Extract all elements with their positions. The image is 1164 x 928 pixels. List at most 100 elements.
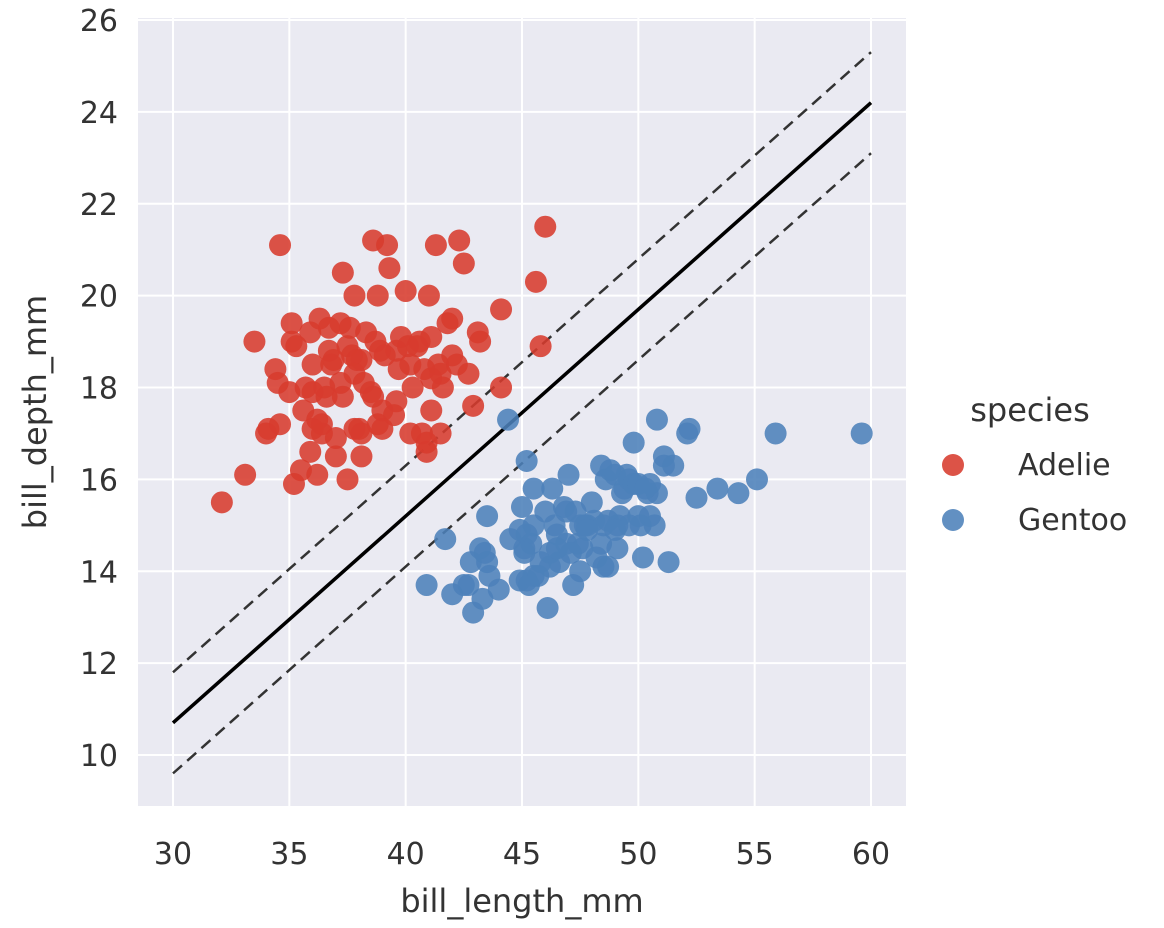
data-point-gentoo — [597, 555, 620, 578]
confidence-line — [172, 51, 872, 674]
data-point-gentoo — [643, 514, 666, 537]
legend-title: species — [970, 391, 1090, 429]
data-point-adelie — [429, 422, 452, 445]
y-axis-label: bill_depth_mm — [16, 295, 54, 529]
y-tick-label: 26 — [80, 4, 118, 39]
data-point-gentoo — [487, 578, 510, 601]
data-point-adelie — [324, 445, 347, 468]
x-tick-label: 50 — [619, 837, 657, 872]
data-point-adelie — [243, 330, 266, 353]
legend-marker-adelie — [942, 454, 964, 476]
data-point-adelie — [210, 491, 233, 514]
data-point-adelie — [315, 385, 338, 408]
y-tick-label: 20 — [80, 280, 118, 315]
data-point-adelie — [310, 413, 333, 436]
data-point-adelie — [343, 284, 366, 307]
data-point-adelie — [469, 330, 492, 353]
data-point-adelie — [424, 234, 447, 257]
data-point-adelie — [385, 390, 408, 413]
data-point-gentoo — [497, 408, 520, 431]
y-tick-label: 16 — [80, 463, 118, 498]
y-tick-label: 14 — [80, 555, 118, 590]
data-point-adelie — [350, 445, 373, 468]
x-tick-label: 30 — [154, 837, 192, 872]
y-tick-labels: 10 12 14 16 18 20 22 24 26 — [80, 4, 118, 774]
data-point-gentoo — [622, 431, 645, 454]
data-point-gentoo — [513, 541, 536, 564]
data-point-adelie — [534, 215, 557, 238]
data-point-adelie — [343, 362, 366, 385]
data-point-gentoo — [515, 450, 538, 472]
data-point-adelie — [448, 229, 471, 252]
data-point-adelie — [299, 440, 322, 463]
legend-label-gentoo: Gentoo — [1018, 503, 1127, 538]
data-point-adelie — [441, 344, 464, 367]
data-point-gentoo — [745, 468, 768, 491]
data-point-gentoo — [662, 454, 685, 477]
data-point-gentoo — [631, 546, 654, 569]
data-point-adelie — [399, 353, 422, 376]
data-point-gentoo — [706, 477, 729, 500]
data-point-adelie — [524, 270, 547, 293]
data-point-adelie — [441, 307, 464, 330]
data-point-adelie — [322, 348, 345, 371]
data-point-adelie — [324, 427, 347, 450]
data-point-gentoo — [434, 528, 457, 551]
data-point-gentoo — [678, 417, 701, 440]
data-point-adelie — [329, 312, 352, 335]
data-point-adelie — [280, 312, 303, 335]
data-point-adelie — [420, 399, 443, 422]
data-point-gentoo — [457, 574, 480, 597]
data-point-adelie — [431, 376, 454, 399]
data-point-adelie — [331, 385, 354, 408]
data-point-gentoo — [727, 482, 750, 505]
x-tick-label: 55 — [736, 837, 774, 872]
data-point-adelie — [462, 394, 485, 417]
data-point-adelie — [376, 234, 399, 257]
data-point-adelie — [350, 422, 373, 445]
data-point-gentoo — [645, 408, 668, 431]
data-point-adelie — [394, 280, 417, 303]
data-point-adelie — [306, 463, 329, 486]
data-point-gentoo — [476, 505, 499, 528]
data-point-adelie — [420, 325, 443, 348]
data-point-gentoo — [685, 486, 708, 509]
data-point-adelie — [371, 417, 394, 440]
y-tick-label: 24 — [80, 96, 118, 131]
data-point-adelie — [362, 385, 385, 408]
data-point-gentoo — [511, 495, 533, 518]
data-point-gentoo — [555, 500, 578, 523]
data-point-adelie — [401, 376, 424, 399]
data-point-adelie — [452, 252, 475, 275]
data-point-gentoo — [604, 518, 627, 541]
data-point-adelie — [490, 298, 513, 321]
data-point-adelie — [366, 284, 389, 307]
data-point-gentoo — [559, 541, 582, 564]
data-point-adelie — [457, 362, 480, 385]
x-tick-label: 40 — [387, 837, 425, 872]
data-point-adelie — [529, 335, 552, 358]
x-tick-label: 60 — [852, 837, 890, 872]
data-point-gentoo — [508, 518, 531, 541]
data-point-adelie — [336, 468, 359, 491]
data-point-gentoo — [764, 422, 787, 445]
data-point-gentoo — [576, 518, 599, 541]
data-point-gentoo — [522, 477, 545, 500]
legend-marker-gentoo — [942, 509, 964, 531]
y-tick-label: 18 — [80, 372, 118, 407]
y-tick-label: 10 — [80, 739, 118, 774]
data-point-adelie — [490, 376, 513, 399]
data-point-gentoo — [657, 551, 680, 574]
x-axis-label: bill_length_mm — [400, 882, 643, 920]
data-point-gentoo — [634, 477, 657, 500]
data-point-adelie — [255, 422, 278, 445]
data-point-gentoo — [557, 463, 580, 486]
data-point-adelie — [301, 353, 324, 376]
data-point-gentoo — [569, 560, 592, 583]
data-point-adelie — [417, 284, 440, 307]
data-point-gentoo — [580, 491, 603, 514]
data-point-adelie — [280, 330, 303, 353]
y-tick-label: 12 — [80, 647, 118, 682]
data-point-gentoo — [536, 597, 559, 619]
data-point-gentoo — [415, 574, 438, 597]
